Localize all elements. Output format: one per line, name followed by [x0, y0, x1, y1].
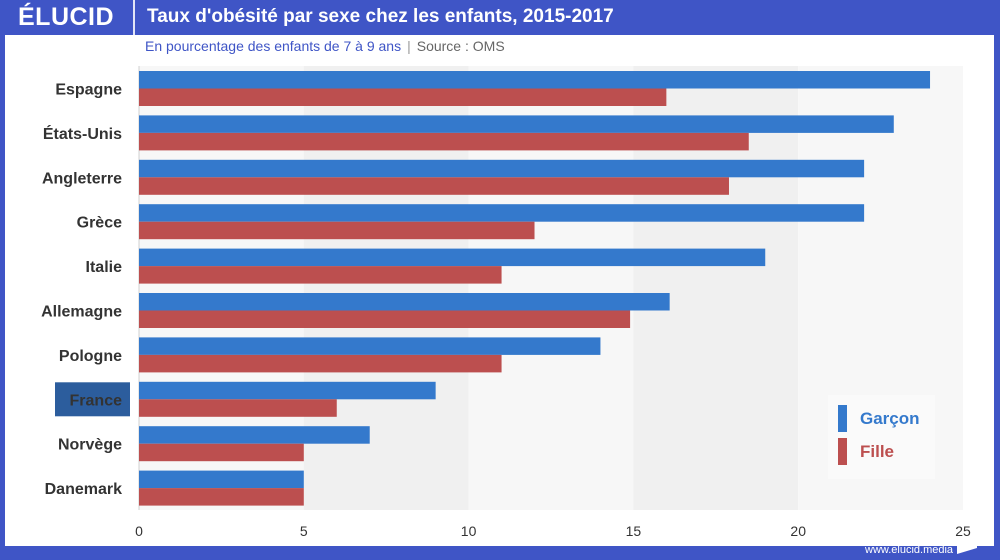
bar-fille	[139, 310, 631, 328]
bar-garcon	[139, 381, 436, 400]
x-tick-label: 20	[790, 523, 806, 539]
legend: Garçon Fille	[828, 395, 935, 479]
x-tick-label: 15	[626, 523, 642, 539]
bar-fille	[139, 488, 304, 506]
legend-swatch-fille	[838, 438, 847, 465]
category-label: Danemark	[45, 481, 122, 498]
highlight-box	[55, 382, 130, 417]
bar-garcon	[139, 115, 894, 133]
bar-fille	[139, 266, 502, 284]
legend-item-fille: Fille	[838, 438, 894, 465]
legend-swatch-garcon	[838, 405, 847, 432]
subtitle-separator: |	[407, 38, 411, 54]
subtitle-description: En pourcentage des enfants de 7 à 9 ans	[145, 38, 402, 54]
elucid-logo: ÉLUCID	[18, 3, 115, 31]
category-label: Espagne	[55, 82, 122, 99]
bar-garcon	[139, 426, 370, 444]
category-label: Italie	[86, 259, 123, 276]
bar-fille	[139, 443, 304, 462]
x-tick-label: 10	[461, 523, 477, 539]
x-tick-label: 0	[135, 523, 143, 539]
subtitle-source: Source : OMS	[416, 38, 505, 54]
bar-garcon	[139, 71, 931, 89]
bar-garcon	[139, 204, 865, 222]
bar-garcon	[139, 470, 304, 489]
elucid-mark-icon	[957, 539, 977, 554]
bar-garcon	[139, 337, 601, 355]
footer-url[interactable]: www.elucid.media	[865, 544, 954, 556]
bar-garcon	[139, 248, 766, 267]
x-tick-label: 5	[300, 523, 308, 539]
legend-label-garcon: Garçon	[860, 408, 920, 428]
bar-fille	[139, 221, 535, 240]
category-label: Norvège	[58, 437, 122, 454]
chart-title: Taux d'obésité par sexe chez les enfants…	[147, 6, 614, 27]
legend-label-fille: Fille	[860, 441, 895, 461]
category-label: États-Unis	[43, 124, 122, 143]
bar-garcon	[139, 159, 865, 178]
chart-subtitle: En pourcentage des enfants de 7 à 9 ans |…	[145, 38, 505, 54]
category-label: Allemagne	[41, 304, 122, 321]
category-label: France	[70, 392, 123, 409]
category-label: Pologne	[59, 348, 122, 365]
bar-fille	[139, 177, 729, 195]
x-tick-label: 25	[955, 523, 971, 539]
bar-garcon	[139, 293, 670, 311]
legend-item-garcon: Garçon	[838, 405, 920, 432]
category-label: Grèce	[77, 215, 122, 232]
header-bar: ÉLUCID Taux d'obésité par sexe chez les …	[0, 0, 1000, 35]
bar-fille	[139, 132, 749, 151]
bar-fille	[139, 399, 337, 417]
header-divider	[133, 0, 135, 35]
bar-fille	[139, 88, 667, 106]
category-label: Angleterre	[42, 170, 122, 187]
bar-fille	[139, 354, 502, 373]
